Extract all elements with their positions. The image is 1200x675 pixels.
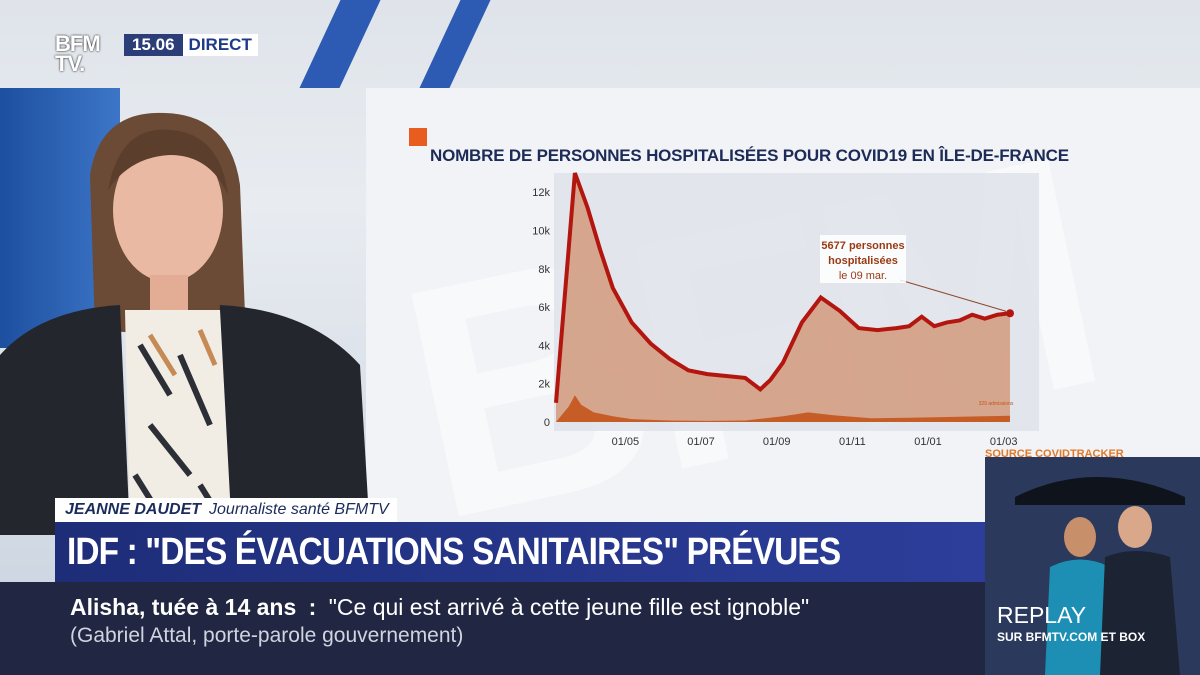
chart-marker-icon bbox=[409, 128, 427, 146]
ticker-line: Alisha, tuée à 14 ans : "Ce qui est arri… bbox=[70, 594, 809, 621]
y-tick-label: 12k bbox=[532, 187, 550, 199]
chart-title: NOMBRE DE PERSONNES HOSPITALISÉES POUR C… bbox=[430, 146, 1069, 165]
annotation-value: 5677 personnes bbox=[821, 240, 904, 252]
hospitalisations-line bbox=[554, 172, 1011, 403]
last-value-point bbox=[1006, 309, 1014, 318]
annotation-leader-line bbox=[899, 279, 1007, 312]
clock-time: 15.06 bbox=[124, 34, 183, 56]
presenter-image bbox=[0, 112, 370, 535]
replay-title: REPLAY bbox=[997, 602, 1087, 628]
y-tick-label: 6k bbox=[538, 302, 550, 314]
ticker-separator: : bbox=[308, 594, 317, 620]
presenter-name: JEANNE DAUDET bbox=[65, 501, 202, 518]
logo-line1: BFM bbox=[55, 31, 101, 56]
replay-image bbox=[985, 457, 1200, 675]
ticker-quote: "Ce qui est arrivé à cette jeune fille e… bbox=[328, 594, 810, 620]
x-tick-label: 01/01 bbox=[914, 436, 942, 448]
headline-text: IDF : "DES ÉVACUATIONS SANITAIRES" PRÉVU… bbox=[67, 531, 841, 573]
admissions-annotation: 329 admissions bbox=[979, 401, 1014, 407]
headline-bar: IDF : "DES ÉVACUATIONS SANITAIRES" PRÉVU… bbox=[55, 522, 985, 582]
y-tick-label: 2k bbox=[538, 379, 550, 391]
ticker-attribution: (Gabriel Attal, porte-parole gouvernemen… bbox=[70, 624, 464, 647]
presenter-role: Journaliste santé BFMTV bbox=[209, 501, 389, 518]
admissions-area bbox=[556, 395, 1010, 422]
x-tick-label: 01/03 bbox=[990, 436, 1018, 448]
replay-thumbnail[interactable] bbox=[985, 457, 1200, 675]
y-tick-label: 0 bbox=[544, 417, 550, 429]
ticker-bar bbox=[0, 582, 985, 675]
bfmtv-logo: BFM TV. bbox=[55, 31, 101, 76]
logo-line2: TV. bbox=[55, 51, 85, 76]
chart-source: SOURCE COVIDTRACKER bbox=[985, 448, 1124, 460]
hospitalisations-chart: 0 2k 4k 6k 8k 10k 12k 01/05 01/07 01/09 01/11 01/0… bbox=[532, 172, 1039, 448]
y-tick-label: 10k bbox=[532, 225, 550, 237]
ticker-topic: Alisha, tuée à 14 ans bbox=[70, 594, 297, 620]
x-tick-label: 01/09 bbox=[763, 436, 791, 448]
x-tick-label: 01/07 bbox=[687, 436, 715, 448]
clock-box: 15.06 DIRECT bbox=[124, 34, 258, 56]
annotation-date: le 09 mar. bbox=[839, 270, 887, 282]
replay-subtitle: SUR BFMTV.COM ET BOX bbox=[997, 630, 1146, 644]
annotation-label: hospitalisées bbox=[828, 255, 898, 267]
annotation-box bbox=[820, 235, 906, 283]
presenter-name-bar: JEANNE DAUDET Journaliste santé BFMTV bbox=[55, 498, 397, 522]
y-tick-label: 4k bbox=[538, 340, 550, 352]
live-label: DIRECT bbox=[188, 35, 252, 54]
x-tick-label: 01/11 bbox=[839, 436, 866, 448]
x-tick-label: 01/05 bbox=[612, 436, 640, 448]
y-tick-label: 8k bbox=[538, 264, 550, 276]
